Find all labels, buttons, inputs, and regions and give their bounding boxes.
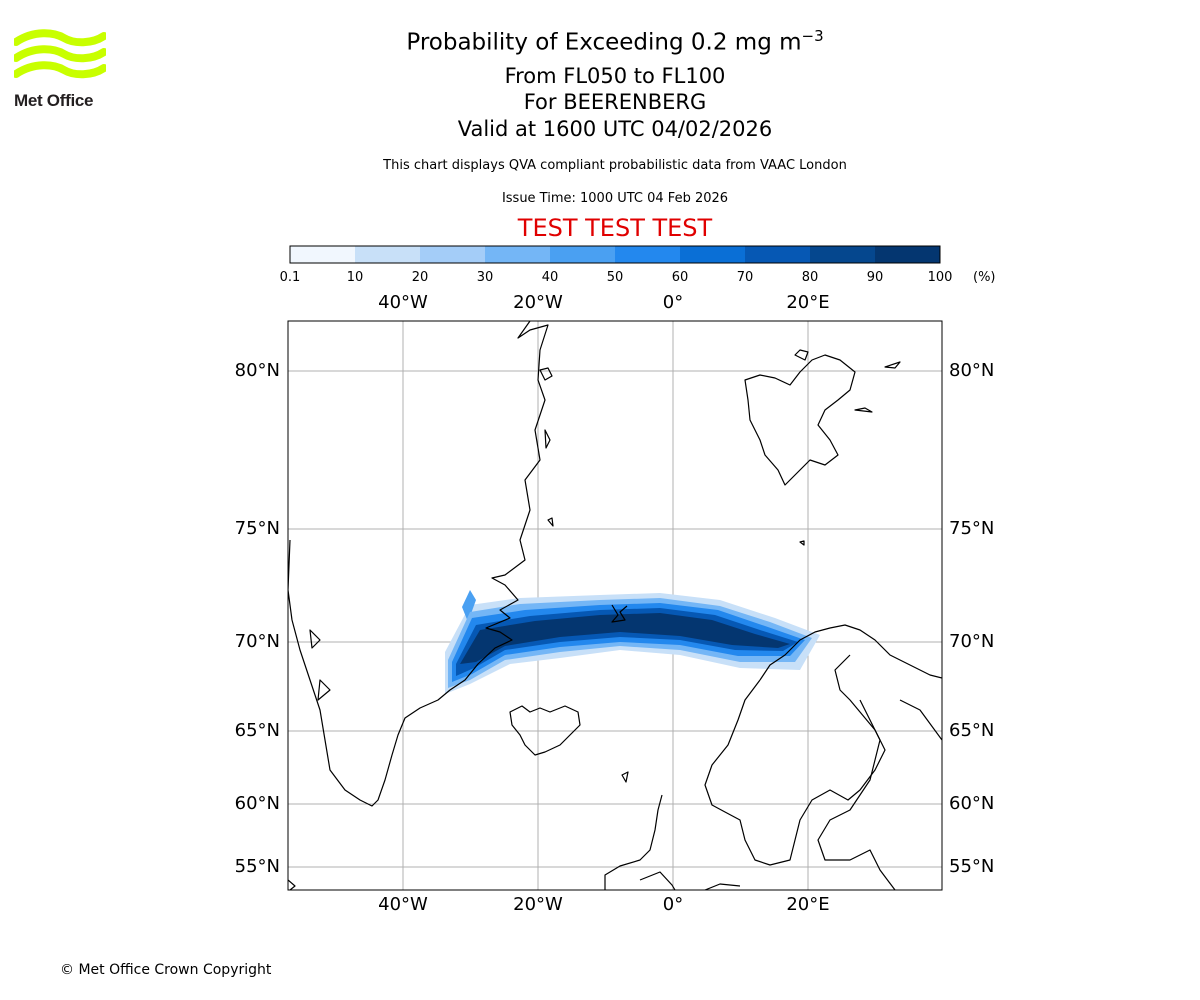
issue-time: Issue Time: 1000 UTC 04 Feb 2026	[501, 191, 729, 206]
chart-title-valid-time: Valid at 1600 UTC 04/02/2026	[457, 117, 773, 141]
lat-label-left: 70°N	[234, 631, 280, 652]
copyright-notice: © Met Office Crown Copyright	[60, 962, 272, 978]
colorbar-segment	[485, 246, 551, 263]
lat-label-left: 60°N	[234, 793, 280, 814]
lat-label-right: 65°N	[949, 720, 995, 741]
lat-label-left: 55°N	[234, 856, 280, 877]
uk-coast	[604, 794, 663, 890]
map-frame	[287, 320, 943, 891]
colorbar-segment	[810, 246, 876, 263]
iceland-coast	[509, 705, 581, 756]
lon-label-top: 40°W	[378, 292, 428, 313]
colorbar	[289, 245, 941, 264]
lat-label-left: 80°N	[234, 360, 280, 381]
colorbar-tick-label: 10	[346, 270, 364, 285]
scandinavia-coast	[759, 624, 942, 681]
coastlines	[288, 321, 942, 890]
colorbar-tick-label: 30	[476, 270, 494, 285]
lon-label-top: 20°E	[786, 292, 830, 313]
lat-label-left: 65°N	[234, 720, 280, 741]
lat-label-right: 80°N	[949, 360, 995, 381]
colorbar-segment	[355, 246, 421, 263]
colorbar-segment	[680, 246, 746, 263]
colorbar-tick-label: 0.1	[279, 270, 301, 285]
colorbar-unit: (%)	[973, 270, 996, 285]
greenland-coast	[288, 321, 549, 807]
colorbar-segment	[875, 246, 941, 263]
lon-label-top: 0°	[662, 292, 684, 313]
colorbar-tick-label: 90	[866, 270, 884, 285]
chart-title: Probability of Exceeding 0.2 mg m−3	[0, 27, 1200, 56]
lat-label-left: 75°N	[234, 518, 280, 539]
met-office-waves-icon	[14, 29, 106, 79]
colorbar-segment	[615, 246, 681, 263]
lon-label-bottom: 20°W	[513, 894, 563, 915]
colorbar-tick-label: 40	[541, 270, 559, 285]
colorbar-segment	[550, 246, 616, 263]
colorbar-tick-label: 20	[411, 270, 429, 285]
chart-subtitle: This chart displays QVA compliant probab…	[383, 158, 847, 173]
lat-label-right: 60°N	[949, 793, 995, 814]
colorbar-tick-label: 70	[736, 270, 754, 285]
lon-label-top: 20°W	[513, 292, 563, 313]
colorbar-segment	[420, 246, 486, 263]
chart-title-volcano: For BEERENBERG	[523, 90, 707, 114]
lon-label-bottom: 40°W	[378, 894, 428, 915]
lat-label-right: 75°N	[949, 518, 995, 539]
lon-label-bottom: 20°E	[786, 894, 830, 915]
jan-mayen-coast	[611, 604, 628, 623]
met-office-logo-text: Met Office	[14, 91, 94, 110]
colorbar-tick-label: 100	[927, 270, 953, 285]
lat-label-right: 70°N	[949, 631, 995, 652]
test-banner: TEST TEST TEST	[517, 214, 713, 242]
colorbar-segment	[745, 246, 811, 263]
colorbar-tick-label: 50	[606, 270, 624, 285]
ash-probability-plume	[445, 590, 820, 694]
chart-title-levels: From FL050 to FL100	[504, 64, 726, 88]
lat-label-right: 55°N	[949, 856, 995, 877]
colorbar-segment	[290, 246, 356, 263]
colorbar-tick-label: 60	[671, 270, 689, 285]
lon-label-bottom: 0°	[662, 894, 684, 915]
chart-title-main: Probability of Exceeding 0.2 mg m	[406, 29, 802, 56]
svalbard-coast	[744, 354, 856, 486]
colorbar-tick-label: 80	[801, 270, 819, 285]
chart-title-exponent: −3	[801, 27, 824, 45]
